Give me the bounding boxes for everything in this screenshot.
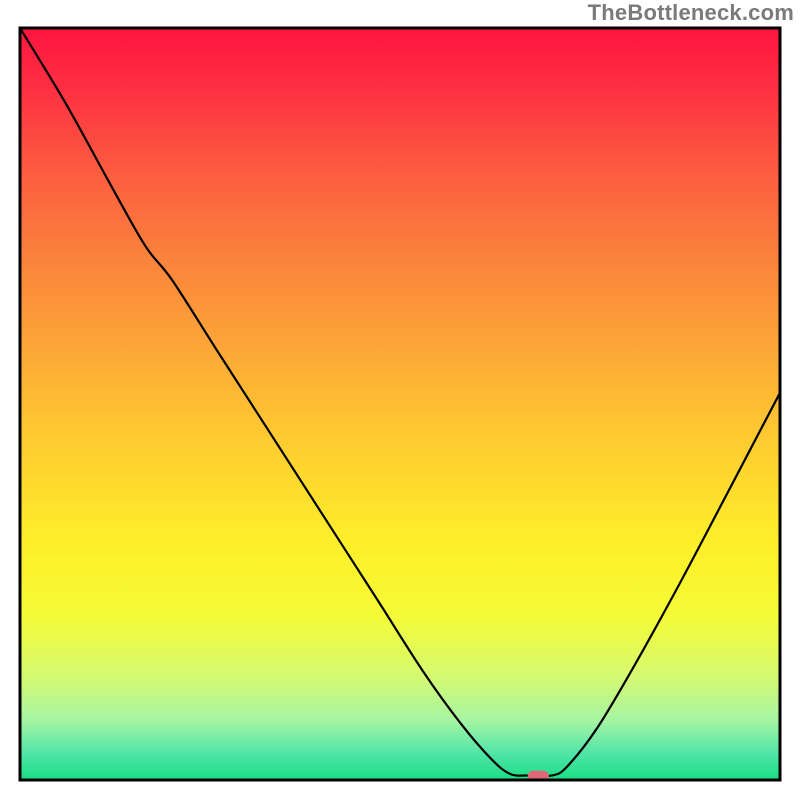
chart-stage: TheBottleneck.com <box>0 0 800 800</box>
plot-background-gradient <box>20 28 780 780</box>
bottleneck-curve-chart <box>0 0 800 800</box>
plot-area <box>20 28 780 781</box>
